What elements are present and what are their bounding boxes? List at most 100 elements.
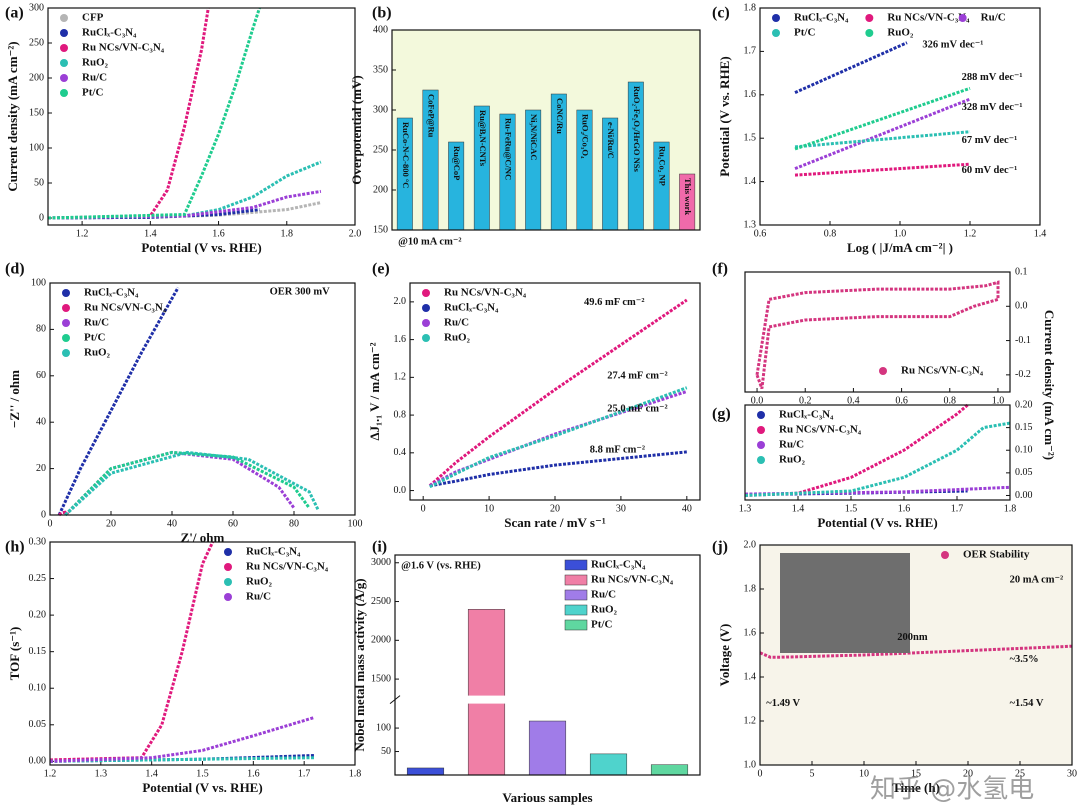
annotation: 67 mV dec⁻¹ [962, 135, 1018, 146]
y-tick-label: 3000 [371, 557, 391, 568]
series-line [759, 644, 1073, 659]
x-tick-label: 1.2 [44, 768, 57, 779]
y-tick-label: 100 [31, 277, 46, 288]
x-tick-label: 1.0 [894, 228, 907, 239]
y-tick-label: 0 [39, 212, 44, 223]
legend-marker [865, 29, 874, 37]
legend-label: Ru NCs/VN-C₃N₄ [84, 302, 167, 314]
series-line [57, 286, 180, 516]
panel-label: (i) [372, 539, 387, 556]
bar-label: Ru-FeRu@C/NC [504, 118, 514, 180]
bar-label: CoFeP@Ru [427, 94, 437, 138]
legend-marker [60, 14, 68, 22]
panel-label: (h) [5, 539, 25, 556]
y-tick-label: 0 [41, 509, 46, 520]
x-axis-label: Time (h) [892, 780, 940, 795]
legend-label: RuClₓ-C₃N₄ [779, 409, 834, 421]
x-tick-label: 0.2 [799, 395, 812, 406]
y-tick-label: 1.2 [394, 372, 407, 383]
legend-label: RuO₂ [246, 576, 273, 588]
series-line [794, 41, 908, 94]
y-tick-label: 0.10 [1015, 445, 1033, 456]
y-tick-label: 0.0 [1015, 301, 1028, 312]
plot-frame [394, 554, 701, 776]
x-tick-label: 25 [1015, 768, 1025, 779]
x-tick-label: 0.6 [895, 395, 908, 406]
legend-marker [60, 74, 68, 82]
y-axis-label: Current density (mA cm⁻²) [1042, 310, 1057, 460]
y-axis-label: Overpotential (mV) [349, 75, 364, 184]
y-tick-label: 1.4 [744, 176, 757, 187]
legend-marker [60, 59, 68, 67]
legend-marker [757, 426, 765, 434]
y-tick-label: 1.2 [744, 715, 757, 726]
y-tick-label: -0.2 [1015, 369, 1031, 380]
x-tick-label: 1.6 [212, 228, 225, 239]
plot-frame [759, 544, 1073, 766]
y-tick-label: 300 [29, 2, 44, 13]
panel-label: (d) [5, 261, 25, 278]
x-tick-label: 1.2 [76, 228, 89, 239]
legend-label: RuO₂ [591, 604, 618, 616]
x-tick-label: 30 [616, 503, 626, 514]
annotation: 288 mV dec⁻¹ [962, 72, 1023, 83]
legend-label: Ru NCs/VN-C₃N₄ [779, 424, 862, 436]
legend-label: OER Stability [963, 549, 1030, 561]
y-tick-label: 300 [373, 104, 388, 115]
series-line [49, 756, 315, 763]
x-axis-label: Z'/ ohm [181, 530, 225, 545]
bar [406, 767, 445, 776]
y-axis-label: Voltage (V) [717, 624, 732, 687]
bar-label: RuO₂-Fe₂O₃/HrGO NSs [632, 86, 642, 172]
y-tick-label: 250 [373, 144, 388, 155]
annotation: @1.6 V (vs. RHE) [401, 560, 481, 571]
series-line [428, 298, 688, 487]
legend-marker [879, 367, 887, 375]
y-tick-label: 2000 [371, 635, 391, 646]
y-tick-label: 0.30 [29, 536, 47, 547]
series-line [49, 541, 215, 762]
series-line [429, 450, 687, 488]
x-tick-label: 1.0 [992, 395, 1005, 406]
annotation: ~1.49 V [766, 698, 800, 709]
annotation: 328 mV dec⁻¹ [962, 102, 1023, 113]
legend-label: Ru NCs/VN-C₃N₄ [246, 561, 329, 573]
y-tick-label: 1.8 [744, 2, 757, 13]
series-line [794, 86, 971, 151]
x-tick-label: 0 [758, 768, 763, 779]
legend-label: RuClₓ-C₃N₄ [82, 27, 137, 39]
y-axis-label: ΔJ₁.₁ V / mA cm⁻² [367, 342, 382, 440]
y-tick-label: 0.20 [1015, 399, 1033, 410]
x-tick-label: 1.4 [792, 503, 805, 514]
legend-swatch [564, 619, 588, 631]
x-tick-label: 1.7 [951, 503, 964, 514]
plot-frame [759, 7, 1041, 226]
legend-swatch [564, 604, 588, 616]
y-tick-label: 80 [36, 324, 46, 335]
y-tick-label: 0.05 [29, 719, 47, 730]
x-axis-label: Log ( |J/mA cm⁻²| ) [847, 240, 953, 255]
panel-label: (b) [372, 5, 392, 22]
legend-label: Ru/C [981, 12, 1006, 24]
legend-marker [941, 551, 949, 559]
panel-label: (c) [712, 5, 730, 22]
legend-label: Ru/C [591, 589, 616, 601]
legend-label: Ru NCs/VN-C₃N₄ [887, 12, 970, 24]
panel-label: (g) [712, 406, 731, 423]
legend-label: Ru/C [84, 317, 109, 329]
legend-label: RuO₂ [82, 57, 109, 69]
bar [589, 753, 628, 776]
y-axis-label: TOF (s⁻¹) [7, 627, 22, 681]
y-tick-label: 1.0 [744, 759, 757, 770]
plot-frame [47, 7, 356, 226]
y-tick-label: 2.0 [744, 539, 757, 550]
y-tick-label: 0.10 [29, 683, 47, 694]
x-tick-label: 30 [1067, 768, 1077, 779]
legend-marker [772, 14, 780, 22]
plot-frame [744, 271, 1011, 393]
x-tick-label: 40 [167, 518, 177, 529]
y-axis-label: −Z'' / ohm [7, 370, 22, 428]
plot-frame [409, 282, 701, 501]
series-line [744, 421, 1011, 497]
